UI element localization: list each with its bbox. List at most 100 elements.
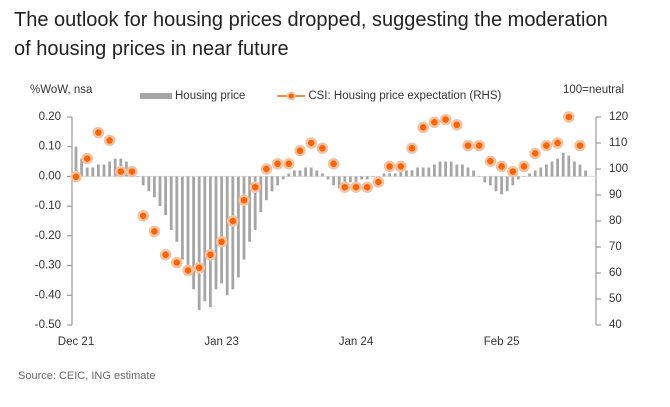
dot [529,147,541,160]
bar [438,161,442,177]
bar [220,176,223,284]
x-tick-label: Jan 24 [339,336,374,348]
bar [203,176,207,302]
bar [539,167,543,177]
bar [265,176,268,201]
y-tick-label: 0.20 [39,111,61,123]
bar [113,158,117,177]
dot [462,139,474,152]
dot [551,137,564,149]
bar [147,176,151,192]
bar [141,176,145,186]
bar [158,176,162,207]
bar [315,170,319,177]
bar [517,176,520,180]
bar [477,176,481,177]
dot [260,163,273,175]
dot [81,152,93,165]
bar [192,176,195,290]
dot [283,158,295,170]
legend-label: Housing price [175,90,245,102]
bar [102,164,106,177]
dot [115,165,127,178]
bar [164,176,167,216]
dot [103,134,116,147]
bar [511,176,515,186]
bar [74,146,78,177]
dot [563,111,575,123]
dot [518,160,530,173]
bar [444,161,447,177]
dot [70,171,82,183]
y2-axis-label: 100=neutral [563,84,624,96]
dot [361,181,373,193]
bar [276,176,279,186]
bar [287,173,291,177]
bar [489,176,492,186]
bar [337,176,341,189]
bar [169,176,173,230]
dot [126,165,138,178]
bar [405,170,408,177]
bar [293,170,296,177]
bar [461,164,464,177]
y-tick-label: 0.00 [39,170,61,182]
bar [309,167,313,177]
bar [533,170,537,177]
bar [393,173,397,177]
bar [181,176,184,260]
bar [494,176,498,192]
y-tick-label: -0.20 [35,230,61,242]
bar [410,170,414,177]
bar [388,173,391,177]
y-tick-label: -0.10 [35,200,61,212]
bar [567,155,571,177]
bar [197,176,201,311]
dot [294,145,306,157]
bar [125,161,128,177]
y2-tick-label: 60 [609,267,622,279]
bar [108,161,111,177]
source: Source: CEIC, ING estimate [18,370,156,382]
bar [416,167,419,177]
bar [466,167,470,177]
legend-swatch [286,91,296,101]
dot [451,119,463,131]
dot [428,116,441,128]
legend-swatch [140,93,172,99]
bar [472,170,475,177]
dot [484,155,497,167]
chart-title: The outlook for housing prices dropped, … [14,9,608,60]
x-tick-label: Jan 23 [204,336,239,348]
x-tick-label: Feb 25 [484,336,520,348]
bar [214,176,218,290]
bar [80,158,83,177]
bar [91,167,95,177]
bar [332,176,335,186]
dot [171,256,183,269]
bar [449,161,453,177]
bar [326,176,330,180]
y-tick-label: -0.50 [35,319,61,331]
bar [433,164,436,177]
bar [97,164,100,177]
dot [305,137,317,149]
bar [259,176,263,213]
bar [321,173,324,177]
bar [421,167,425,177]
bar [500,176,503,195]
bar [354,176,358,183]
bar [561,152,565,177]
bar [136,176,139,177]
dot [182,264,194,277]
dot [339,181,351,193]
bar [304,167,307,177]
dot [540,139,553,152]
bar [550,161,554,177]
y2-tick-label: 90 [609,189,622,201]
bar [578,164,582,177]
bar [253,176,257,230]
y2-tick-label: 110 [609,137,627,149]
y-tick-label: -0.30 [35,260,61,272]
